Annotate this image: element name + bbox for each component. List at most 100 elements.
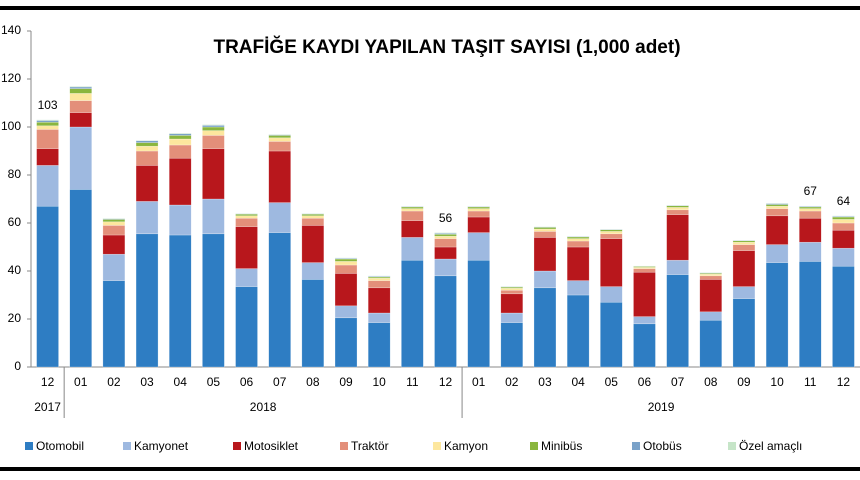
x-tick-label: 04 — [174, 375, 188, 389]
bar-segment — [666, 259, 689, 275]
bar-segment — [566, 246, 590, 281]
bar-segment — [799, 241, 822, 262]
bar-segment — [202, 135, 225, 149]
bar-segment — [202, 126, 225, 131]
bar-segment — [235, 226, 258, 269]
legend-swatch — [632, 442, 640, 450]
x-tick-label: 11 — [804, 375, 817, 389]
bar-segment — [69, 85, 92, 88]
bar-segment — [36, 205, 59, 368]
bar-segment — [69, 88, 92, 94]
bar-segment — [168, 138, 192, 146]
bar-segment — [168, 132, 192, 134]
bar-segment — [135, 140, 159, 143]
bar-segment — [467, 232, 490, 261]
x-tick-label: 01 — [472, 375, 486, 389]
bar-segment — [533, 287, 557, 368]
bar-segment — [500, 312, 524, 323]
bar-segment — [765, 204, 789, 207]
bar-segment — [467, 208, 490, 212]
bar-segment — [69, 112, 92, 128]
bar-segment — [832, 216, 855, 220]
x-tick-label: 05 — [605, 375, 619, 389]
bar-segment — [168, 157, 192, 206]
bar-segment — [799, 210, 822, 219]
bar-segment — [202, 130, 225, 136]
x-tick-label: 01 — [74, 375, 88, 389]
legend-label: Otobüs — [643, 439, 682, 453]
bar-segment — [102, 219, 126, 223]
bar-segment — [202, 125, 225, 128]
x-tick-label: 11 — [406, 375, 419, 389]
bar-segment — [799, 206, 822, 209]
bar-segment — [732, 241, 756, 245]
bar-segment — [500, 322, 524, 368]
bar-segment — [135, 233, 159, 368]
bar-segment — [566, 238, 590, 242]
year-label: 2017 — [34, 400, 61, 414]
y-tick-label: 120 — [1, 71, 21, 85]
bar-segment — [699, 311, 723, 321]
bar-segment — [367, 280, 391, 289]
legend-swatch — [123, 442, 131, 450]
bar-segment — [533, 228, 557, 232]
legend-label: Motosiklet — [244, 439, 299, 453]
x-tick-label: 09 — [737, 375, 751, 389]
bar-segment — [102, 234, 126, 255]
bar-segment — [467, 206, 490, 209]
bar-segment — [401, 206, 424, 209]
legend-swatch — [530, 442, 538, 450]
bar-segment — [401, 220, 424, 238]
bar-segment — [467, 216, 490, 233]
bar-segment — [334, 305, 358, 319]
bar-segment — [566, 240, 590, 248]
total-label: 103 — [38, 98, 58, 112]
x-tick-label: 12 — [41, 375, 55, 389]
x-tick-label: 02 — [505, 375, 519, 389]
bar-segment — [334, 258, 358, 262]
bar-segment — [732, 286, 756, 299]
bar-segment — [765, 205, 789, 209]
year-label: 2018 — [250, 400, 277, 414]
bar-segment — [268, 232, 291, 368]
bar-segment — [202, 233, 225, 368]
bar-segment — [533, 237, 557, 272]
bar-segment — [334, 264, 358, 274]
bar-segment — [268, 135, 291, 139]
bar-segment — [765, 244, 789, 263]
y-tick-label: 0 — [14, 359, 21, 373]
bar-segment — [301, 213, 325, 217]
bar-segment — [500, 293, 524, 314]
bar-segment — [202, 148, 225, 200]
bar-segment — [301, 225, 325, 263]
legend-label: Traktör — [351, 439, 389, 453]
bar-segment — [765, 215, 789, 245]
bar-segment — [500, 288, 524, 291]
bar-segment — [168, 234, 192, 368]
bar-segment — [268, 137, 291, 142]
bar-segment — [600, 286, 623, 303]
bar-segment — [467, 259, 490, 368]
bar-segment — [235, 286, 258, 368]
chart-title: TRAFİĞE KAYDI YAPILAN TAŞIT SAYISI (1,00… — [213, 36, 680, 58]
bar-segment — [434, 234, 457, 237]
bar-segment — [566, 280, 590, 296]
x-tick-label: 07 — [671, 375, 685, 389]
legend-label: Otomobil — [36, 439, 84, 453]
bar-segment — [168, 144, 192, 159]
bar-segment — [36, 165, 59, 207]
bar-segment — [666, 207, 689, 211]
bar-segment — [301, 279, 325, 368]
bar-segment — [566, 236, 590, 239]
legend-swatch — [433, 442, 441, 450]
bar-segment — [832, 229, 855, 249]
x-tick-label: 09 — [339, 375, 353, 389]
bar-segment — [434, 238, 457, 248]
bar-segment — [202, 124, 225, 126]
bar-segment — [235, 213, 258, 217]
bar-segment — [36, 148, 59, 166]
bar-segment — [533, 270, 557, 289]
bar-segment — [69, 189, 92, 368]
bar-segment — [334, 317, 358, 368]
